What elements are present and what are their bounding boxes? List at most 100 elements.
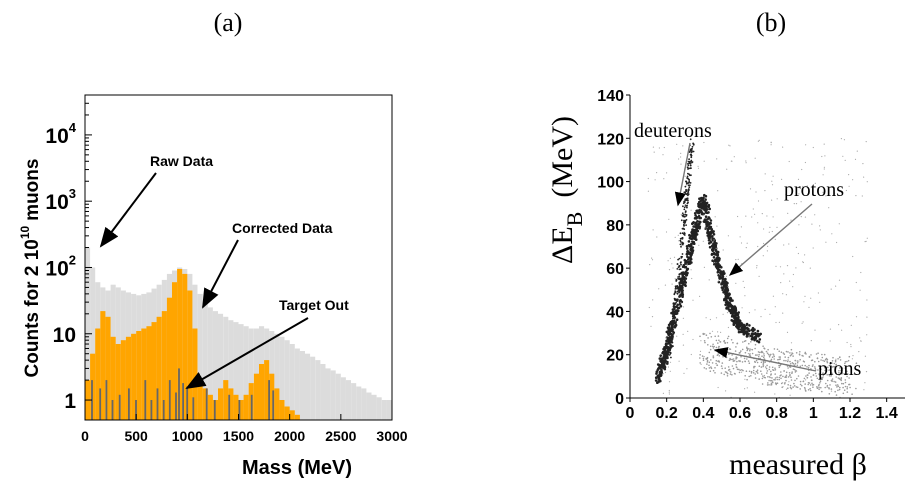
deuterons-point [676, 290, 679, 293]
background-point [745, 247, 747, 249]
deuterons-point [678, 264, 681, 267]
pions-point [736, 368, 739, 371]
pions-point [794, 359, 797, 362]
pions-point [748, 362, 751, 365]
pions-point [749, 349, 751, 352]
pions-point [825, 382, 827, 385]
pions-point [739, 369, 741, 372]
protons-point [708, 207, 711, 211]
pions-point [783, 359, 785, 362]
protons-point [688, 236, 692, 240]
protons-point [726, 303, 729, 307]
background-point [761, 213, 763, 215]
background-point [790, 387, 792, 389]
pions-point [831, 378, 834, 380]
background-point [866, 334, 868, 336]
protons-point [656, 363, 660, 366]
protons-point [753, 328, 756, 331]
pions-point [778, 366, 781, 369]
raw-data-bar [386, 400, 392, 420]
pions-point [794, 379, 796, 382]
corrected-data-bar [279, 400, 285, 420]
background-point [778, 321, 781, 323]
background-point [674, 236, 676, 238]
protons-point [704, 203, 708, 207]
deuterons-point [687, 184, 690, 187]
deuterons-point [691, 147, 693, 150]
background-point [690, 209, 692, 211]
background-point [668, 393, 671, 395]
corrected-data-bar [115, 344, 121, 420]
pions-point [706, 359, 709, 362]
protons-point [707, 203, 711, 207]
annotation-raw-data: Raw Data [150, 153, 213, 169]
target-out-bar [205, 388, 208, 420]
background-point [672, 267, 674, 269]
arrow-deuterons [674, 142, 691, 207]
protons-point [673, 305, 676, 309]
background-point [810, 340, 812, 342]
corrected-data-bar [284, 406, 290, 420]
pions-point [754, 354, 757, 356]
pions-point [741, 369, 743, 371]
protons-point [665, 354, 669, 358]
background-point [742, 280, 744, 282]
pions-point [751, 352, 754, 355]
pions-point [787, 384, 789, 386]
protons-point [685, 245, 689, 248]
background-point [647, 177, 649, 180]
protons-point [687, 260, 691, 264]
background-point [748, 312, 751, 314]
pions-point [717, 353, 720, 355]
background-point [772, 295, 775, 297]
deuterons-point [684, 185, 687, 188]
pions-point [748, 370, 751, 373]
background-point [667, 260, 669, 262]
pions-point [795, 386, 798, 388]
background-point [805, 144, 807, 146]
pions-point [828, 375, 831, 377]
protons-point [670, 344, 673, 348]
pions-point [779, 364, 781, 367]
pions-point [815, 353, 818, 355]
protons-point [682, 264, 686, 267]
protons-point [705, 224, 709, 227]
background-point [807, 193, 810, 195]
pions-point [770, 353, 772, 356]
background-point [725, 275, 728, 277]
protons-point [712, 251, 716, 255]
pions-point [773, 378, 775, 381]
pions-point [756, 354, 758, 356]
background-point [783, 244, 785, 246]
deuterons-point [685, 188, 687, 191]
panel-b-label: (b) [756, 8, 786, 37]
pions-point [792, 355, 794, 357]
protons-point [654, 376, 658, 380]
deuterons-point [689, 150, 691, 153]
background-point [709, 318, 712, 321]
pions-point [826, 361, 829, 364]
pions-point [706, 361, 709, 363]
pions-point [744, 360, 747, 363]
raw-data-bar [361, 388, 367, 420]
deuterons-point [681, 236, 684, 239]
deuterons-point [675, 278, 678, 281]
background-point [662, 373, 664, 375]
protons-point [708, 221, 712, 225]
pions-point [715, 339, 718, 342]
protons-point [703, 208, 706, 211]
background-point [652, 229, 654, 231]
pions-point [762, 345, 764, 348]
deuterons-point [683, 234, 686, 236]
background-point [852, 255, 854, 258]
pions-point [776, 348, 779, 351]
protons-point [665, 350, 669, 354]
protons-point [751, 333, 754, 336]
y-tick-label: 120 [597, 131, 624, 148]
annotation-pions: pions [818, 358, 862, 380]
pions-point [821, 353, 823, 356]
protons-point [723, 290, 726, 294]
pions-point [803, 377, 806, 380]
protons-point [675, 299, 679, 302]
background-point [860, 271, 862, 274]
